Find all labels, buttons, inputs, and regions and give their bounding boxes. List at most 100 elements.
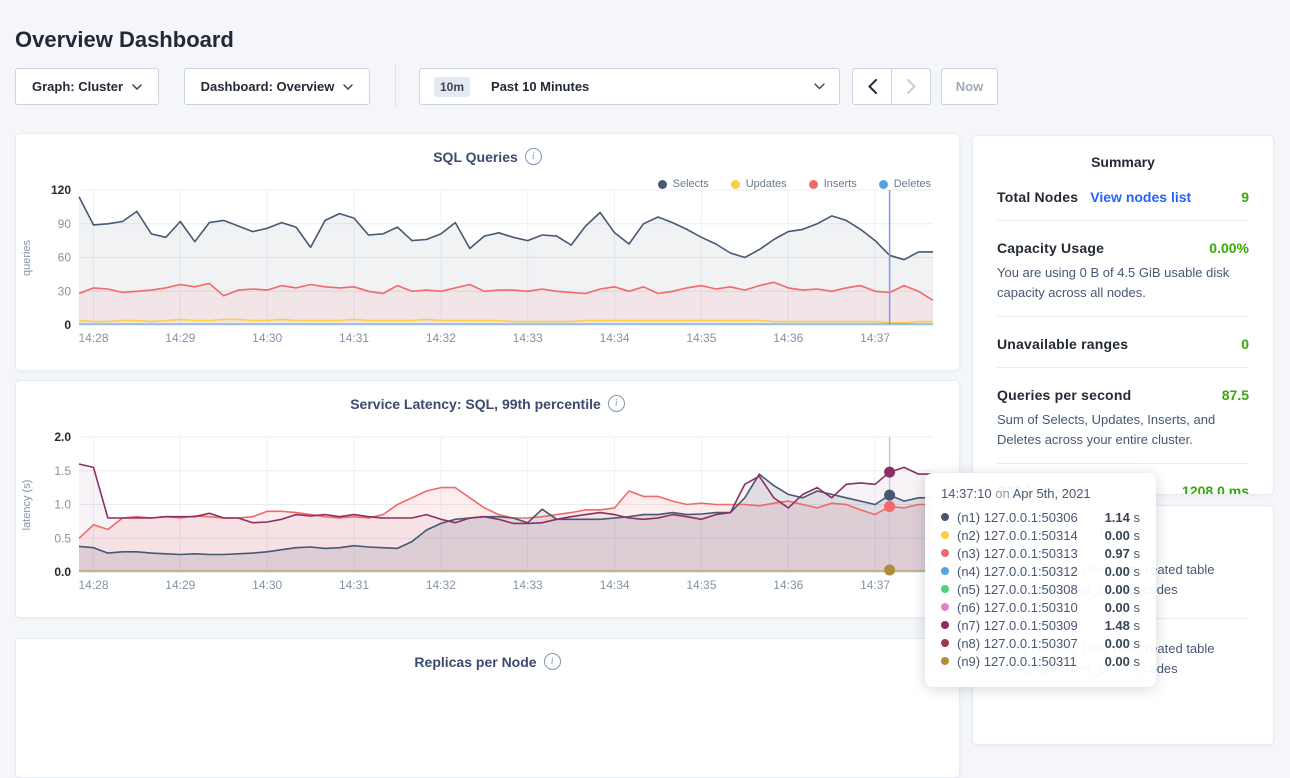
info-icon[interactable]: i xyxy=(544,653,561,670)
svg-text:14:28: 14:28 xyxy=(78,578,108,592)
summary-row-total-nodes: Total Nodes View nodes list 9 xyxy=(997,170,1249,220)
svg-text:30: 30 xyxy=(58,284,72,298)
svg-text:14:33: 14:33 xyxy=(513,578,543,592)
svg-text:14:33: 14:33 xyxy=(513,331,543,345)
node-latency-value: 0.00 s xyxy=(1105,528,1140,543)
tooltip-rows: (n1) 127.0.0.1:503061.14 s(n2) 127.0.0.1… xyxy=(941,508,1140,670)
tooltip-node-row: (n8) 127.0.0.1:503070.00 s xyxy=(941,634,1140,652)
svg-text:1.5: 1.5 xyxy=(54,464,71,478)
svg-text:latency (s): latency (s) xyxy=(21,480,33,531)
unavailable-ranges-value: 0 xyxy=(1241,336,1249,352)
graph-dropdown[interactable]: Graph: Cluster xyxy=(15,68,159,105)
svg-text:14:30: 14:30 xyxy=(252,578,282,592)
node-latency-unit: s xyxy=(1130,546,1140,561)
node-latency-value: 0.97 s xyxy=(1105,546,1140,561)
svg-text:queries: queries xyxy=(21,239,33,276)
node-color-dot-icon xyxy=(941,531,949,539)
chevron-right-icon xyxy=(907,79,916,94)
replicas-per-node-panel: Replicas per Node i xyxy=(15,638,960,778)
node-latency-unit: s xyxy=(1130,528,1140,543)
node-latency-unit: s xyxy=(1130,600,1140,615)
node-address: (n1) 127.0.0.1:50306 xyxy=(957,510,1078,525)
now-button[interactable]: Now xyxy=(941,68,998,105)
capacity-usage-value: 0.00% xyxy=(1209,240,1249,256)
tooltip-node-row: (n2) 127.0.0.1:50314 0.00 s xyxy=(941,526,1140,544)
p99-latency-value: 1208.0 ms xyxy=(1182,483,1249,495)
node-color-dot-icon xyxy=(941,621,949,629)
node-latency-value: 0.00 s xyxy=(1105,564,1140,579)
unavailable-ranges-label: Unavailable ranges xyxy=(997,336,1128,352)
svg-text:14:29: 14:29 xyxy=(165,578,195,592)
svg-text:1.0: 1.0 xyxy=(54,498,71,512)
tooltip-node-row: (n3) 127.0.0.1:50313 0.97 s xyxy=(941,544,1140,562)
time-next-button[interactable] xyxy=(891,68,931,105)
node-color-dot-icon xyxy=(941,603,949,611)
svg-text:14:35: 14:35 xyxy=(686,331,716,345)
graph-dropdown-label: Graph: Cluster xyxy=(32,79,123,94)
total-nodes-label: Total Nodes xyxy=(997,189,1078,205)
dashboard-dropdown-label: Dashboard: Overview xyxy=(201,79,335,94)
time-range-dropdown[interactable]: 10m Past 10 Minutes xyxy=(419,68,840,105)
service-latency-panel: Service Latency: SQL, 99th percentile i … xyxy=(15,380,960,618)
time-prev-button[interactable] xyxy=(852,68,892,105)
node-color-dot-icon xyxy=(941,567,949,575)
node-color-dot-icon xyxy=(941,657,949,665)
time-range-badge: 10m xyxy=(434,77,470,97)
svg-text:14:37: 14:37 xyxy=(860,331,890,345)
node-address: (n3) 127.0.0.1:50313 xyxy=(957,546,1078,561)
capacity-usage-description: You are using 0 B of 4.5 GiB usable disk… xyxy=(997,263,1249,302)
summary-panel: Summary Total Nodes View nodes list 9 Ca… xyxy=(972,135,1274,495)
svg-text:14:36: 14:36 xyxy=(773,331,803,345)
qps-label: Queries per second xyxy=(997,387,1131,403)
node-address: (n9) 127.0.0.1:50311 xyxy=(957,654,1077,669)
qps-description: Sum of Selects, Updates, Inserts, and De… xyxy=(997,410,1249,449)
info-icon[interactable]: i xyxy=(525,148,542,165)
node-address: (n8) 127.0.0.1:50307 xyxy=(957,636,1078,651)
service-latency-chart[interactable]: 0.00.51.01.52.014:2814:2914:3014:3114:32… xyxy=(16,431,960,601)
node-latency-value: 1.14 s xyxy=(1105,510,1140,525)
time-range-label: Past 10 Minutes xyxy=(491,79,589,94)
node-latency-unit: s xyxy=(1130,564,1140,579)
sql-queries-title: SQL Queries xyxy=(433,149,518,165)
svg-text:14:28: 14:28 xyxy=(78,331,108,345)
summary-row-unavailable-ranges: Unavailable ranges 0 xyxy=(997,317,1249,367)
node-latency-unit: s xyxy=(1130,654,1140,669)
svg-text:14:30: 14:30 xyxy=(252,331,282,345)
service-latency-title: Service Latency: SQL, 99th percentile xyxy=(350,396,601,412)
svg-text:14:37: 14:37 xyxy=(860,578,890,592)
svg-text:0.5: 0.5 xyxy=(54,531,71,545)
node-color-dot-icon xyxy=(941,549,949,557)
sql-queries-panel: SQL Queries i SelectsUpdatesInsertsDelet… xyxy=(15,133,960,371)
qps-value: 87.5 xyxy=(1222,387,1249,403)
now-button-label: Now xyxy=(956,79,983,94)
tooltip-node-row: (n4) 127.0.0.1:50312 0.00 s xyxy=(941,562,1140,580)
tooltip-timestamp: 14:37:10 on Apr 5th, 2021 xyxy=(941,486,1140,501)
view-nodes-list-link[interactable]: View nodes list xyxy=(1090,189,1191,205)
svg-text:14:34: 14:34 xyxy=(600,331,630,345)
node-latency-unit: s xyxy=(1130,510,1140,525)
tooltip-on: on xyxy=(995,486,1009,501)
svg-text:14:36: 14:36 xyxy=(773,578,803,592)
node-latency-value: 0.00 s xyxy=(1105,600,1140,615)
node-address: (n6) 127.0.0.1:50310 xyxy=(957,600,1078,615)
node-address: (n2) 127.0.0.1:50314 xyxy=(957,528,1078,543)
svg-text:14:32: 14:32 xyxy=(426,331,456,345)
node-address: (n5) 127.0.0.1:50308 xyxy=(957,582,1078,597)
node-latency-unit: s xyxy=(1130,582,1140,597)
node-address: (n4) 127.0.0.1:50312 xyxy=(957,564,1078,579)
node-latency-value: 0.00 s xyxy=(1105,654,1140,669)
tooltip-node-row: (n9) 127.0.0.1:50311 0.00 s xyxy=(941,652,1140,670)
tooltip-node-row: (n6) 127.0.0.1:50310 0.00 s xyxy=(941,598,1140,616)
chevron-down-icon xyxy=(132,84,142,90)
tooltip-node-row: (n5) 127.0.0.1:503080.00 s xyxy=(941,580,1140,598)
info-icon[interactable]: i xyxy=(608,395,625,412)
page-title: Overview Dashboard xyxy=(15,27,234,53)
dashboard-dropdown[interactable]: Dashboard: Overview xyxy=(184,68,370,105)
svg-text:14:35: 14:35 xyxy=(686,578,716,592)
node-latency-unit: s xyxy=(1130,636,1140,651)
sql-queries-chart[interactable]: 030609012014:2814:2914:3014:3114:3214:33… xyxy=(16,184,960,354)
replicas-per-node-title: Replicas per Node xyxy=(414,654,536,670)
summary-title: Summary xyxy=(997,154,1249,170)
tooltip-node-row: (n1) 127.0.0.1:50306 1.14 s xyxy=(941,508,1140,526)
svg-text:120: 120 xyxy=(51,184,71,197)
